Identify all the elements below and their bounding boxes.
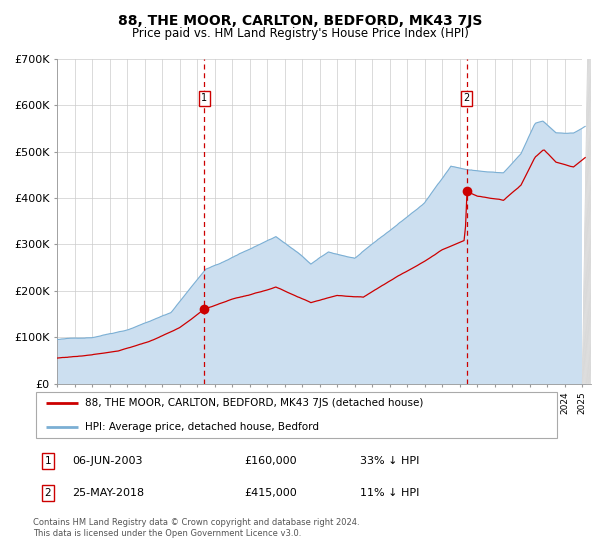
Text: 1: 1 [202,94,208,103]
Text: 88, THE MOOR, CARLTON, BEDFORD, MK43 7JS: 88, THE MOOR, CARLTON, BEDFORD, MK43 7JS [118,14,482,28]
Text: Contains HM Land Registry data © Crown copyright and database right 2024.: Contains HM Land Registry data © Crown c… [33,518,359,527]
Text: £160,000: £160,000 [244,456,297,466]
FancyBboxPatch shape [35,393,557,437]
Text: 11% ↓ HPI: 11% ↓ HPI [361,488,420,498]
Text: £415,000: £415,000 [244,488,297,498]
Text: 25-MAY-2018: 25-MAY-2018 [73,488,145,498]
Text: 88, THE MOOR, CARLTON, BEDFORD, MK43 7JS (detached house): 88, THE MOOR, CARLTON, BEDFORD, MK43 7JS… [85,398,423,408]
Text: HPI: Average price, detached house, Bedford: HPI: Average price, detached house, Bedf… [85,422,319,432]
Text: 1: 1 [44,456,51,466]
Text: 06-JUN-2003: 06-JUN-2003 [73,456,143,466]
Text: 2: 2 [44,488,51,498]
Text: Price paid vs. HM Land Registry's House Price Index (HPI): Price paid vs. HM Land Registry's House … [131,27,469,40]
Text: 2: 2 [463,94,470,103]
Text: This data is licensed under the Open Government Licence v3.0.: This data is licensed under the Open Gov… [33,529,301,538]
Text: 33% ↓ HPI: 33% ↓ HPI [361,456,420,466]
